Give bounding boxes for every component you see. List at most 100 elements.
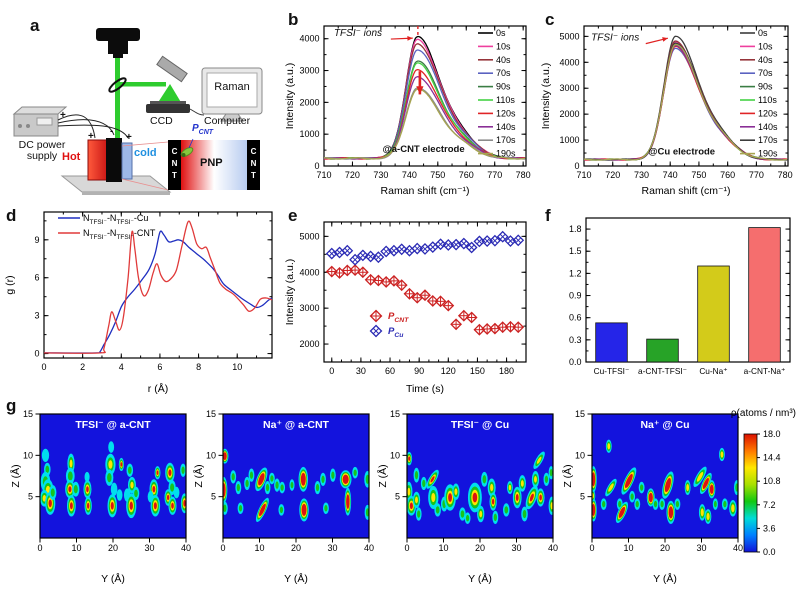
bar-a-CNT-Na⁺ xyxy=(748,227,781,363)
chart-e: 0 30 60 90 120 150 180 2000 3000 4000 5000 Time (s)… xyxy=(284,221,527,395)
series-190s xyxy=(323,88,526,160)
svg-text:10: 10 xyxy=(254,543,264,553)
annotation: TFSI⁻ ions xyxy=(591,32,639,43)
svg-text:+: + xyxy=(126,132,132,143)
svg-text:10: 10 xyxy=(71,543,81,553)
cold-label: cold xyxy=(134,147,157,159)
panel-label-a: a xyxy=(30,16,40,35)
svg-text:2000: 2000 xyxy=(299,339,319,349)
svg-text:10: 10 xyxy=(623,543,633,553)
sample-block xyxy=(106,138,122,182)
svg-text:180: 180 xyxy=(499,366,514,376)
svg-text:5000: 5000 xyxy=(299,231,319,241)
beam-splitter xyxy=(108,77,127,93)
panel-g2-heatmap-na-acnt: 0 10 20 30 40 5 10 15 Y (Å) Z (Å) Na⁺ @ a-CNT xyxy=(192,398,375,589)
svg-text:0.9: 0.9 xyxy=(569,291,582,301)
svg-text:5000: 5000 xyxy=(559,31,579,41)
y-axis-label: g (r) xyxy=(4,275,16,294)
panel-e-intensity-time: 0 30 60 90 120 150 180 2000 3000 4000 5000 Time (s)… xyxy=(282,198,536,401)
svg-text:140s: 140s xyxy=(758,122,778,132)
svg-text:NTFSI⁻-NTFSI⁻-CNT: NTFSI⁻-NTFSI⁻-CNT xyxy=(83,228,156,241)
svg-text:0: 0 xyxy=(34,349,39,359)
svg-text:15: 15 xyxy=(23,409,33,419)
svg-text:4000: 4000 xyxy=(299,267,319,277)
schematic-drawing: C N T C N T + + - + xyxy=(12,28,263,195)
annotation: @a-CNT electrode xyxy=(383,144,465,155)
x-axis-label: Raman shift (cm⁻¹) xyxy=(642,185,731,197)
laser-cone-to-ccd xyxy=(157,84,182,104)
svg-text:0.0: 0.0 xyxy=(569,357,582,367)
panel-d-rdf: 0 2 4 6 8 10 0 3 6 9 r (Å) g (r) NTFSI⁻-NTFSI⁻-Cu NTF… xyxy=(2,198,278,401)
series-170s xyxy=(583,42,788,161)
svg-text:9: 9 xyxy=(34,235,39,245)
svg-text:4000: 4000 xyxy=(299,34,319,44)
computer-screen xyxy=(206,72,258,108)
panel-g4-heatmap-na-cu: 0 10 20 30 40 5 10 15 Y (Å) Z (Å) Na⁺ @ Cu xyxy=(561,398,744,589)
svg-text:5: 5 xyxy=(28,492,33,502)
axes: 0 10 20 30 40 5 10 15 xyxy=(575,409,743,553)
svg-text:8: 8 xyxy=(196,362,201,372)
legend: 0s 10s 40s 70s 90s 110s 120s 140s 170s 190s xyxy=(478,28,516,159)
heatmap-field xyxy=(40,414,186,538)
svg-text:5: 5 xyxy=(580,492,585,502)
svg-text:710: 710 xyxy=(576,170,591,180)
svg-text:710: 710 xyxy=(316,170,331,180)
svg-text:750: 750 xyxy=(691,170,706,180)
monitor-stand xyxy=(220,113,244,122)
laser-beam-vertical xyxy=(115,56,120,140)
svg-text:15: 15 xyxy=(575,409,585,419)
svg-text:PCNT: PCNT xyxy=(388,311,409,324)
svg-text:120: 120 xyxy=(441,366,456,376)
svg-text:0s: 0s xyxy=(758,28,768,38)
raman-label: Raman xyxy=(214,81,250,93)
chart-b: 710 720 730 740 750 760 770 780 0 1000 2000 3000 400… xyxy=(284,25,531,197)
chart-g4: 0 10 20 30 40 5 10 15 Y (Å) Z (Å) Na⁺ @ Cu xyxy=(561,409,743,585)
svg-text:730: 730 xyxy=(634,170,649,180)
heatmap-field xyxy=(407,414,553,538)
svg-text:6: 6 xyxy=(157,362,162,372)
legend: PCNT PCu xyxy=(369,309,409,339)
cnt-label-left: C N T xyxy=(172,147,178,180)
chart-g3: 0 10 20 30 40 5 10 15 Y (Å) Z (Å) TFSI⁻ @ Cu xyxy=(376,409,558,585)
svg-text:70s: 70s xyxy=(496,68,511,78)
y-axis-label: Z (Å) xyxy=(10,464,22,487)
svg-text:0.6: 0.6 xyxy=(569,313,582,323)
series-P[Cu] xyxy=(325,230,525,266)
colorbar-tick-label: 14.4 xyxy=(763,453,781,463)
svg-text:190s: 190s xyxy=(758,149,778,159)
wire-positive-2 xyxy=(57,124,129,139)
svg-text:T: T xyxy=(251,171,256,180)
svg-text:20: 20 xyxy=(291,543,301,553)
svg-text:10: 10 xyxy=(438,543,448,553)
svg-text:C: C xyxy=(172,147,178,156)
x-axis-label: r (Å) xyxy=(148,382,168,395)
bar-Cu-TFSI⁻ xyxy=(595,322,628,363)
svg-text:0: 0 xyxy=(589,543,594,553)
y-axis-label: Intensity (a.u.) xyxy=(540,63,552,130)
svg-text:780: 780 xyxy=(778,170,793,180)
series-70s xyxy=(583,47,788,161)
svg-text:120s: 120s xyxy=(496,108,516,118)
svg-text:120s: 120s xyxy=(758,108,778,118)
svg-text:70s: 70s xyxy=(758,68,773,78)
svg-text:770: 770 xyxy=(749,170,764,180)
heatmap-title: Na⁺ @ a-CNT xyxy=(263,419,330,431)
svg-text:10: 10 xyxy=(23,450,33,460)
ccd-detector xyxy=(146,104,190,113)
svg-text:20: 20 xyxy=(660,543,670,553)
svg-text:NTFSI⁻-NTFSI⁻-Cu: NTFSI⁻-NTFSI⁻-Cu xyxy=(83,213,148,226)
hot-label: Hot xyxy=(62,151,81,163)
svg-text:5: 5 xyxy=(211,492,216,502)
svg-text:1.2: 1.2 xyxy=(569,268,582,278)
svg-text:2000: 2000 xyxy=(559,109,579,119)
panel-label-f: f xyxy=(545,206,551,225)
x-axis-label: Y (Å) xyxy=(468,572,492,585)
axes: 0 2 4 6 8 10 0 3 6 9 xyxy=(34,211,273,372)
svg-text:730: 730 xyxy=(373,170,388,180)
bar-category-label: a-CNT-Na⁺ xyxy=(744,366,786,376)
svg-text:10: 10 xyxy=(575,450,585,460)
svg-text:1000: 1000 xyxy=(559,135,579,145)
x-axis-label: Time (s) xyxy=(406,383,444,395)
svg-text:40s: 40s xyxy=(758,55,773,65)
series-N[TFSI⁻]-N[TFSI⁻]-CNT xyxy=(43,220,273,354)
